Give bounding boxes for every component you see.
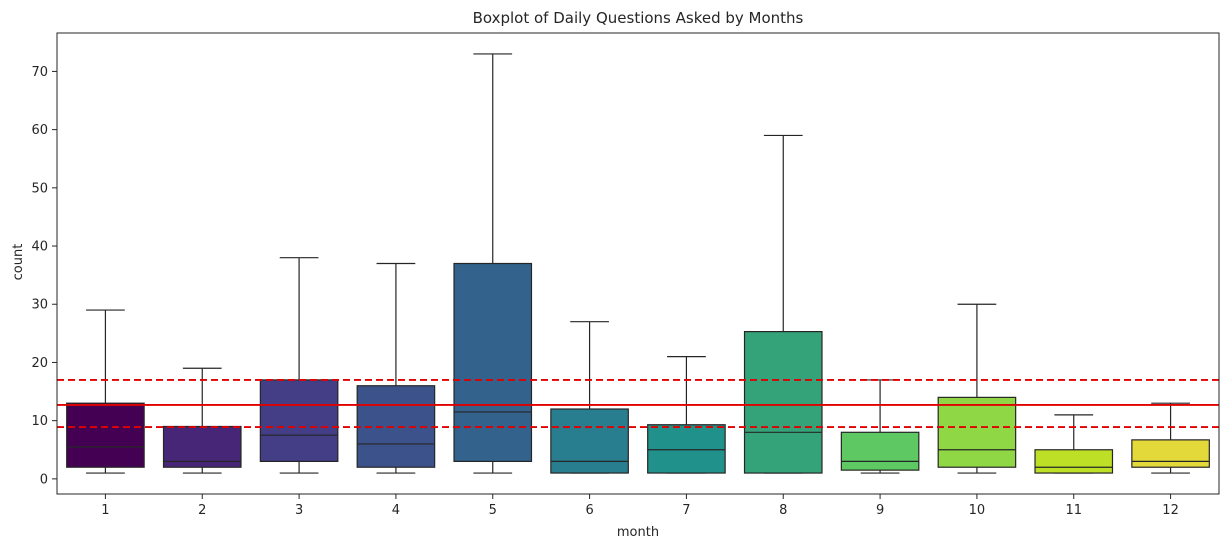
y-tick-label-60: 60 — [31, 123, 48, 138]
x-axis-label: month — [617, 525, 659, 540]
x-tick-label-10: 10 — [969, 503, 986, 518]
x-tick-label-6: 6 — [585, 503, 593, 518]
y-tick-label-40: 40 — [31, 240, 48, 255]
x-tick-label-8: 8 — [779, 503, 787, 518]
box-8 — [743, 331, 823, 474]
y-tick-label-30: 30 — [31, 298, 48, 313]
box-11 — [1034, 449, 1114, 474]
x-tick-label-2: 2 — [198, 503, 206, 518]
box-3 — [259, 379, 339, 463]
chart-title: Boxplot of Daily Questions Asked by Mont… — [473, 9, 804, 27]
box-1 — [66, 402, 145, 468]
box-6 — [550, 408, 629, 474]
x-tick-label-4: 4 — [392, 503, 400, 518]
y-axis-label: count — [11, 244, 26, 281]
axes-frame — [56, 32, 1220, 495]
box-5 — [453, 262, 533, 463]
y-tick-label-0: 0 — [40, 472, 48, 487]
box-9 — [840, 431, 920, 471]
x-tick-label-3: 3 — [295, 503, 303, 518]
x-tick-label-5: 5 — [489, 503, 497, 518]
y-tick-label-20: 20 — [31, 356, 48, 371]
x-tick-label-9: 9 — [876, 503, 884, 518]
x-tick-label-1: 1 — [101, 503, 109, 518]
y-tick-label-10: 10 — [31, 414, 48, 429]
y-tick-label-70: 70 — [31, 65, 48, 80]
x-tick-label-11: 11 — [1065, 503, 1082, 518]
box-12 — [1131, 439, 1210, 468]
x-tick-label-12: 12 — [1162, 503, 1179, 518]
box-7 — [647, 424, 726, 474]
x-tick-label-7: 7 — [682, 503, 690, 518]
y-tick-label-50: 50 — [31, 181, 48, 196]
box-10 — [937, 396, 1017, 468]
